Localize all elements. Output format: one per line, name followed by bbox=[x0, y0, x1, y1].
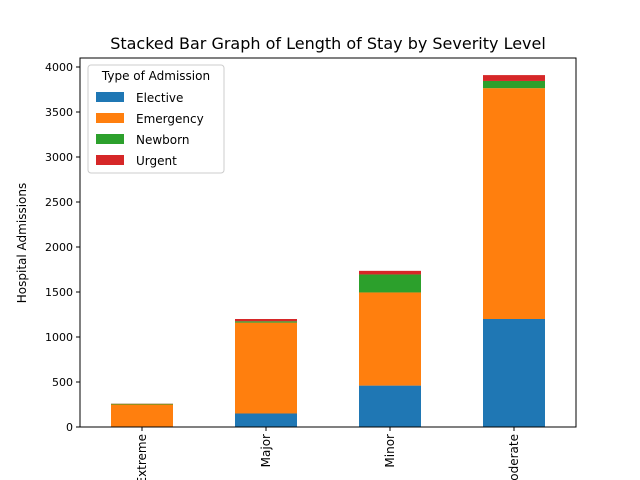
bar-major-urgent bbox=[235, 319, 297, 322]
y-tick-label: 2000 bbox=[45, 241, 73, 254]
y-tick-label: 3000 bbox=[45, 151, 73, 164]
y-axis-label: Hospital Admissions bbox=[15, 183, 29, 303]
y-tick-label: 1500 bbox=[45, 286, 73, 299]
bar-moderate-emergency bbox=[483, 88, 545, 320]
legend-label-emergency: Emergency bbox=[136, 112, 204, 126]
bar-minor-elective bbox=[359, 385, 421, 427]
bar-minor-newborn bbox=[359, 274, 421, 293]
legend-swatch-urgent bbox=[96, 155, 124, 165]
legend-title: Type of Admission bbox=[101, 69, 210, 83]
bar-moderate-newborn bbox=[483, 80, 545, 89]
bar-minor-urgent bbox=[359, 270, 421, 275]
bar-extreme-emergency bbox=[111, 404, 173, 427]
legend-swatch-emergency bbox=[96, 113, 124, 123]
x-tick-label-major: Major bbox=[259, 434, 273, 467]
bar-extreme-newborn bbox=[111, 403, 173, 405]
plot-frame bbox=[79, 57, 577, 428]
legend: Type of Admission Elective Emergency Newbor… bbox=[87, 64, 225, 174]
bars-layer bbox=[111, 75, 545, 427]
bar-minor-emergency bbox=[359, 292, 421, 386]
bar-major-emergency bbox=[235, 322, 297, 414]
y-tick-label: 1000 bbox=[45, 331, 73, 344]
x-tick-label-moderate: Moderate bbox=[507, 434, 521, 480]
y-tick-label: 2500 bbox=[45, 196, 73, 209]
y-tick-label: 3500 bbox=[45, 106, 73, 119]
legend-label-urgent: Urgent bbox=[136, 154, 177, 168]
legend-swatch-elective bbox=[96, 92, 124, 102]
legend-swatch-newborn bbox=[96, 134, 124, 144]
x-tick-label-minor: Minor bbox=[383, 434, 397, 468]
y-tick-label: 500 bbox=[52, 376, 73, 389]
legend-label-newborn: Newborn bbox=[136, 133, 189, 147]
bar-moderate-elective bbox=[483, 319, 545, 427]
x-tick-label-extreme: Extreme bbox=[135, 434, 149, 480]
chart-title: Stacked Bar Graph of Length of Stay by S… bbox=[110, 34, 546, 53]
y-tick-label: 4000 bbox=[45, 61, 73, 74]
y-tick-label: 0 bbox=[66, 421, 73, 434]
legend-label-elective: Elective bbox=[136, 91, 183, 105]
bar-major-newborn bbox=[235, 321, 297, 323]
bar-major-elective bbox=[235, 413, 297, 427]
x-axis: Extreme Major Minor Moderate bbox=[135, 427, 521, 480]
bar-moderate-urgent bbox=[483, 75, 545, 81]
y-axis: 0 500 1000 1500 2000 2500 3000 3500 4000 bbox=[45, 61, 80, 434]
